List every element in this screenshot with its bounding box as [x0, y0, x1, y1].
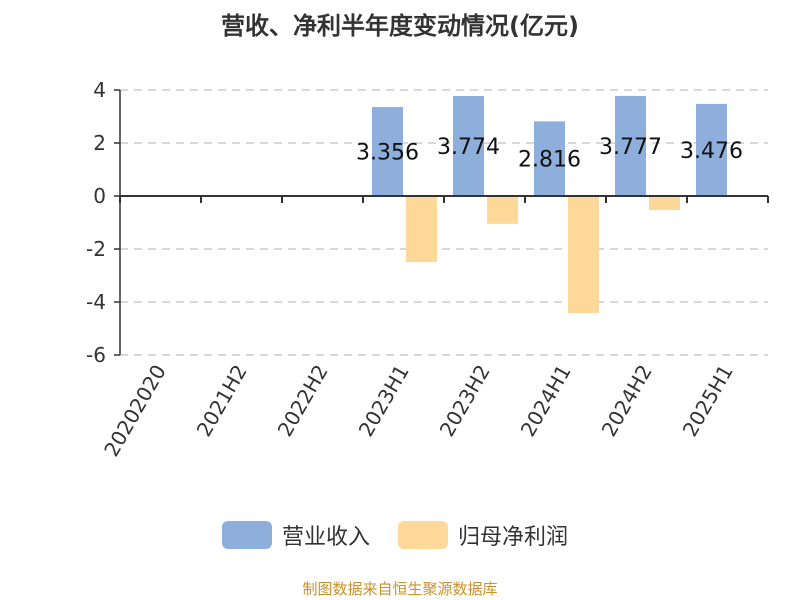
- x-tick-label: 2022H2: [273, 361, 333, 441]
- data-label: 3.777: [599, 135, 662, 160]
- y-tick-label: 4: [93, 78, 106, 102]
- bar-revenue: [372, 107, 403, 196]
- legend-item-profit[interactable]: 归母净利润: [398, 519, 568, 551]
- data-label: 3.476: [680, 139, 743, 164]
- data-source-note: 制图数据来自恒生聚源数据库: [302, 580, 498, 598]
- legend-swatch-revenue: [222, 521, 272, 549]
- x-tick-label: 2023H1: [354, 361, 414, 441]
- bar-profit: [406, 196, 437, 262]
- y-tick-label: -6: [86, 343, 106, 367]
- legend-swatch-profit: [398, 521, 448, 549]
- y-tick-label: -4: [86, 290, 106, 314]
- x-tick-label: 2024H1: [516, 361, 576, 441]
- bar-profit: [568, 196, 599, 314]
- chart-title: 营收、净利半年度变动情况(亿元): [221, 12, 579, 40]
- bar-revenue: [696, 103, 727, 196]
- x-tick-label: 2024H2: [597, 361, 657, 441]
- y-tick-label: -2: [86, 237, 106, 261]
- bar-revenue: [453, 95, 484, 196]
- legend-label-revenue: 营业收入: [282, 525, 371, 550]
- data-label: 3.774: [437, 135, 500, 160]
- bar-profit: [487, 196, 518, 224]
- x-tick-label: 2021H2: [192, 361, 252, 441]
- legend-label-profit: 归母净利润: [458, 525, 569, 550]
- bar-profit: [649, 196, 680, 211]
- y-tick-label: 2: [93, 131, 106, 155]
- y-tick-label: 0: [93, 184, 106, 208]
- data-label: 3.356: [356, 141, 419, 166]
- x-tick-label: 2023H2: [435, 361, 495, 441]
- data-label: 2.816: [518, 148, 581, 173]
- x-tick-label: 2025H1: [678, 361, 738, 441]
- legend-item-revenue[interactable]: 营业收入: [222, 519, 370, 551]
- x-tick-label: 20202020: [99, 361, 171, 461]
- bar-revenue: [534, 121, 565, 196]
- bar-revenue: [615, 95, 646, 196]
